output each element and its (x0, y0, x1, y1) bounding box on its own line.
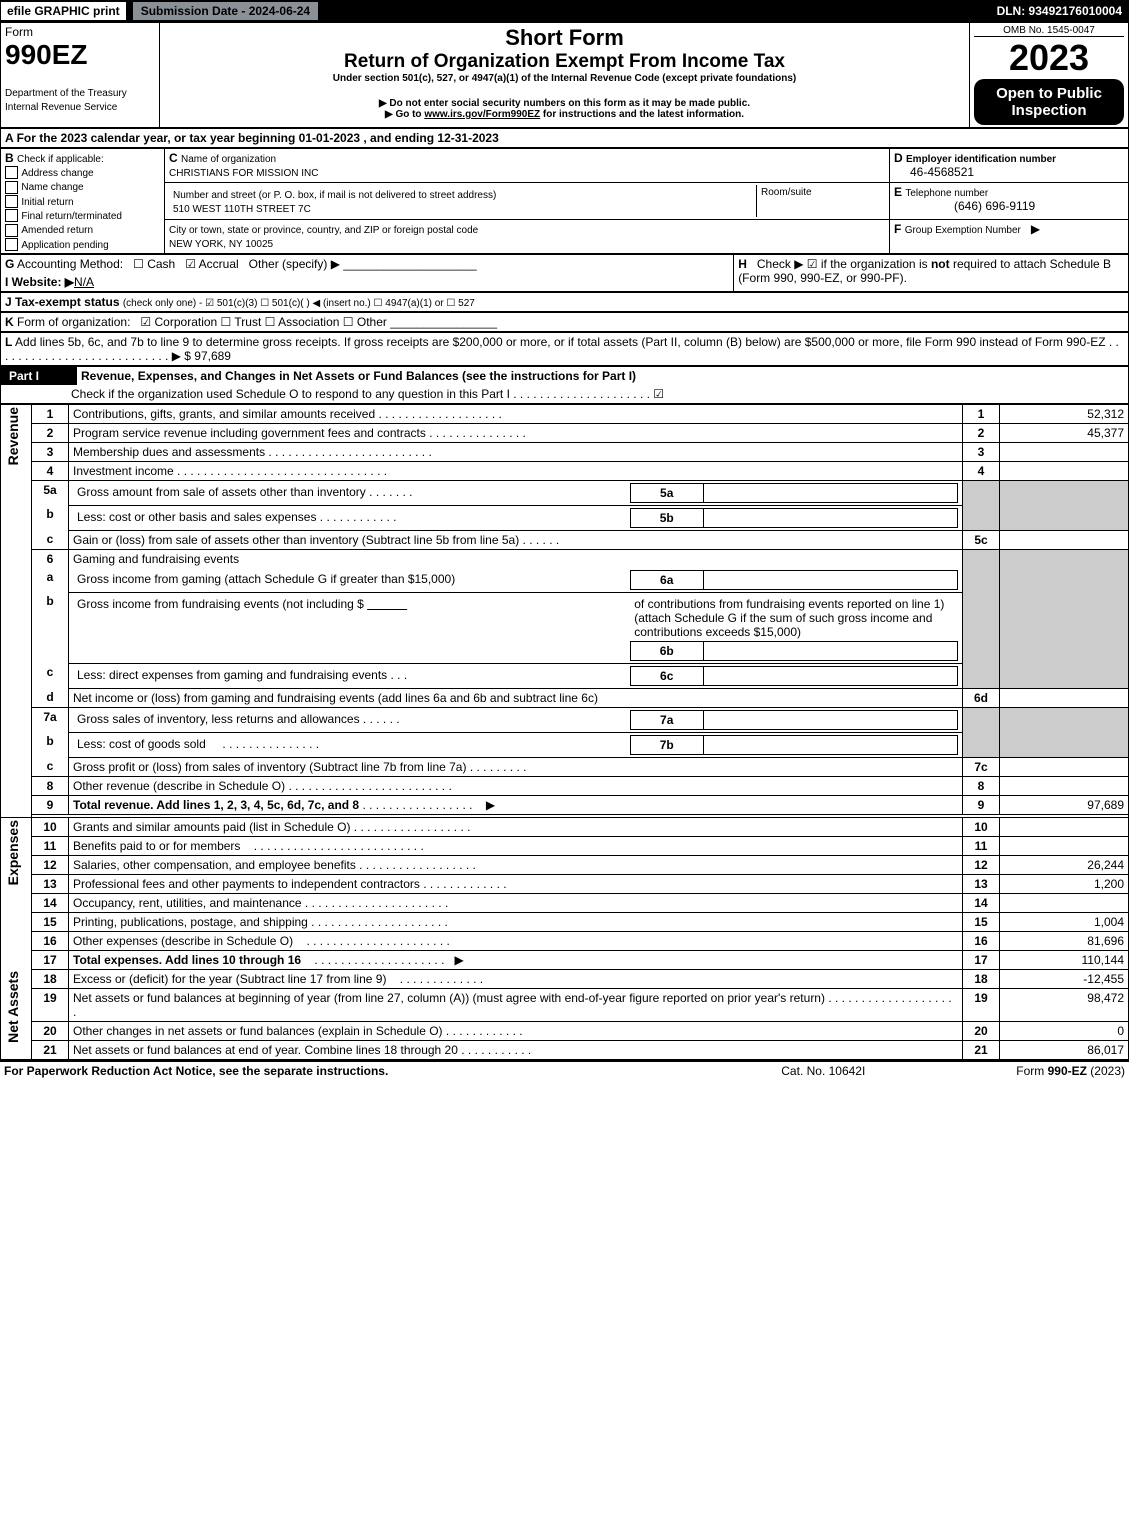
section-e: E Telephone number (646) 696-9119 (890, 182, 1129, 220)
part1-title: Revenue, Expenses, and Changes in Net As… (77, 366, 1129, 385)
part1-checkrow: Check if the organization used Schedule … (1, 385, 1129, 404)
net-assets-label: Net Assets (5, 971, 21, 1043)
footer-left: For Paperwork Reduction Act Notice, see … (0, 1061, 737, 1080)
subtitle: Under section 501(c), 527, or 4947(a)(1)… (164, 73, 965, 84)
dept-label: Department of the Treasury (5, 88, 127, 99)
open-public: Open to Public Inspection (974, 79, 1124, 125)
header-table: Form 990EZ Department of the Treasury In… (0, 22, 1129, 128)
section-f: F Group Exemption Number ▶ (890, 220, 1129, 254)
expenses-label: Expenses (5, 820, 21, 885)
section-g: G Accounting Method: ☐ Cash ☑ Accrual Ot… (1, 254, 734, 273)
section-c-name: C Name of organization CHRISTIANS FOR MI… (165, 149, 890, 183)
form-number: 990EZ (5, 39, 88, 70)
section-d: D Employer identification number 46-4568… (890, 149, 1129, 183)
main-title: Return of Organization Exempt From Incom… (164, 51, 965, 73)
main-lines-table: Revenue 1Contributions, gifts, grants, a… (0, 404, 1129, 1060)
section-h: H Check ▶ ☑ if the organization is not r… (734, 254, 1129, 291)
top-bar: efile GRAPHIC print Submission Date - 20… (0, 0, 1129, 22)
part1-label: Part I (1, 366, 78, 385)
section-l: L Add lines 5b, 6c, and 7b to line 9 to … (1, 332, 1129, 365)
note1: ▶ Do not enter social security numbers o… (164, 98, 965, 109)
dln: DLN: 93492176010004 (991, 2, 1128, 20)
line-a: A For the 2023 calendar year, or tax yea… (1, 129, 1129, 148)
section-c-city: City or town, state or province, country… (165, 220, 890, 254)
irs-label: Internal Revenue Service (5, 102, 117, 113)
efile-label[interactable]: efile GRAPHIC print (1, 2, 128, 20)
submission-date: Submission Date - 2024-06-24 (132, 1, 319, 21)
omb: OMB No. 1545-0047 (974, 25, 1124, 37)
tax-year: 2023 (974, 37, 1124, 79)
footer-mid: Cat. No. 10642I (737, 1061, 910, 1080)
section-i: I Website: ▶N/A (1, 273, 734, 292)
section-c-addr: Number and street (or P. O. box, if mail… (165, 182, 890, 220)
revenue-label: Revenue (5, 407, 21, 465)
note2: ▶ Go to www.irs.gov/Form990EZ for instru… (164, 109, 965, 120)
short-form: Short Form (164, 25, 965, 51)
section-b: B Check if applicable: Address change Na… (1, 149, 165, 254)
footer-right: Form 990-EZ (2023) (910, 1061, 1129, 1080)
section-j: J Tax-exempt status (check only one) - ☑… (1, 292, 1129, 311)
form-word: Form (5, 25, 33, 39)
irs-link[interactable]: www.irs.gov/Form990EZ (424, 109, 540, 120)
section-k: K Form of organization: ☑ Corporation ☐ … (1, 312, 1129, 331)
